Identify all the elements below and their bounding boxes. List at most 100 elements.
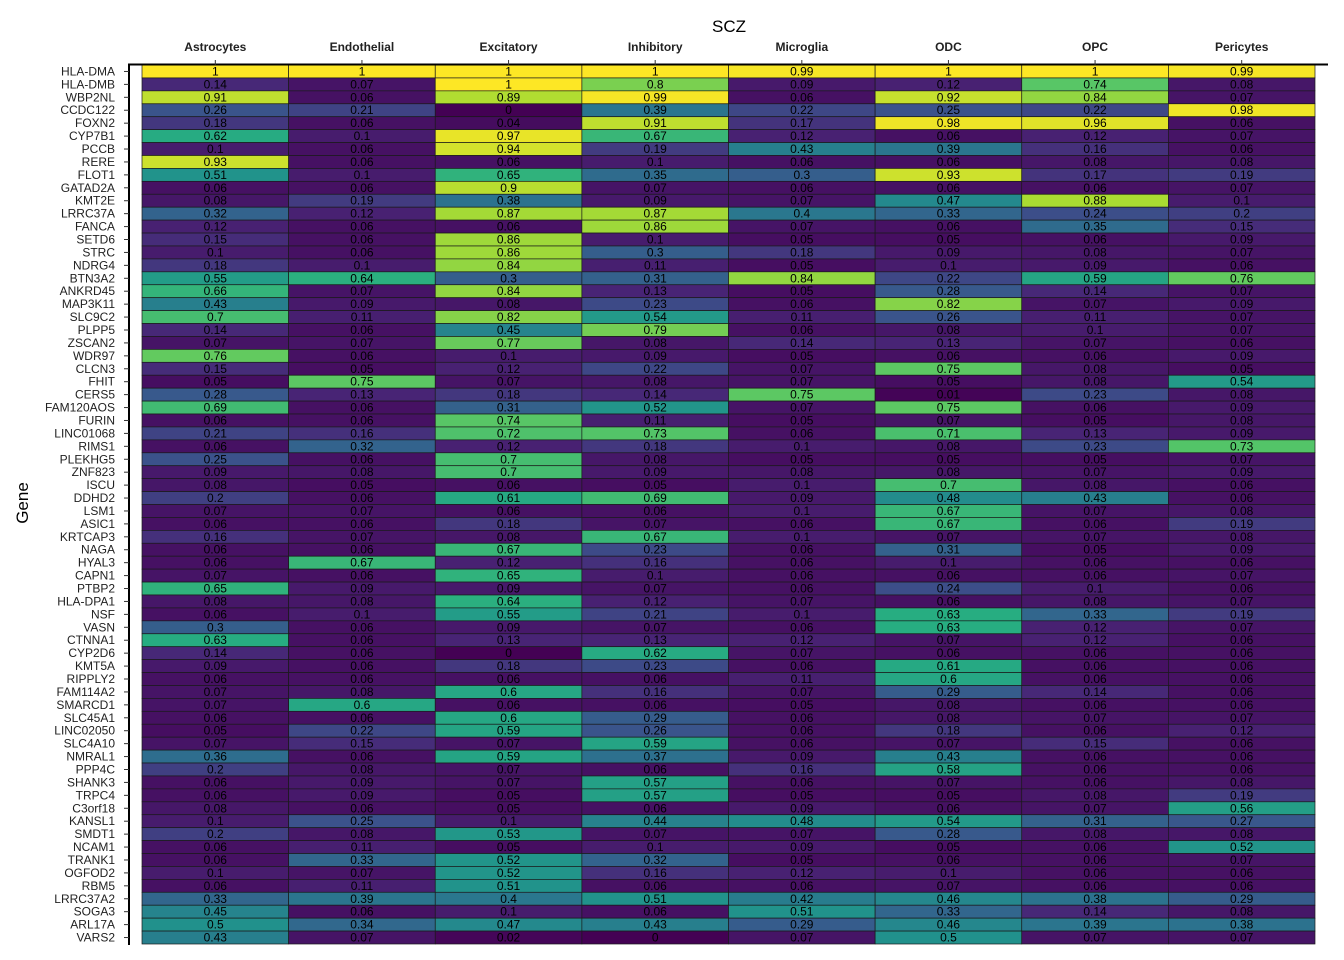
cell-value-label: 0.3 xyxy=(207,620,224,634)
cell-value-label: 0.07 xyxy=(937,530,961,544)
cell-value-label: 0.13 xyxy=(497,633,521,647)
cell-value-label: 0.57 xyxy=(644,788,668,802)
cell-value-label: 0.51 xyxy=(790,905,814,919)
cell-value-label: 0.06 xyxy=(350,413,374,427)
column-label: Microglia xyxy=(775,40,828,54)
cell-value-label: 0.06 xyxy=(1230,762,1254,776)
cell-value-label: 0.07 xyxy=(1230,181,1254,195)
cell-value-label: 0.73 xyxy=(644,426,668,440)
cell-value-label: 0.1 xyxy=(940,866,957,880)
cell-value-label: 0.22 xyxy=(937,271,961,285)
cell-value-label: 0.09 xyxy=(497,620,521,634)
cell-value-label: 0.6 xyxy=(940,672,957,686)
cell-value-label: 0.18 xyxy=(937,724,961,738)
cell-value-label: 0.62 xyxy=(204,129,228,143)
row-label: RBM5 xyxy=(82,879,116,893)
cell-value-label: 0.43 xyxy=(204,931,228,945)
cell-value-label: 0.06 xyxy=(204,607,228,621)
cell-value-label: 0.07 xyxy=(1230,245,1254,259)
cell-value-label: 0.06 xyxy=(1083,724,1107,738)
cell-value-label: 0.43 xyxy=(1083,491,1107,505)
row-label: CAPN1 xyxy=(75,569,115,583)
cell-value-label: 0.06 xyxy=(1083,775,1107,789)
cell-value-label: 0.99 xyxy=(1230,64,1254,78)
cell-value-label: 0.09 xyxy=(790,77,814,91)
cell-value-label: 0.9 xyxy=(500,181,517,195)
cell-value-label: 0.3 xyxy=(500,271,517,285)
cell-value-label: 0.05 xyxy=(790,452,814,466)
row-label: ARL17A xyxy=(70,918,115,932)
cell-value-label: 0.14 xyxy=(204,323,228,337)
cell-value-label: 0.06 xyxy=(937,220,961,234)
cell-value-label: 0.18 xyxy=(204,258,228,272)
cell-value-label: 0.75 xyxy=(937,401,961,415)
cell-value-label: 0.19 xyxy=(1230,517,1254,531)
cell-value-label: 0.76 xyxy=(204,349,228,363)
cell-value-label: 0.06 xyxy=(204,672,228,686)
cell-value-label: 0.18 xyxy=(497,517,521,531)
cell-value-label: 0.06 xyxy=(1230,556,1254,570)
cell-value-label: 0.46 xyxy=(937,918,961,932)
cell-value-label: 0.31 xyxy=(497,401,521,415)
cell-value-label: 0.06 xyxy=(350,233,374,247)
cell-value-label: 0.07 xyxy=(204,698,228,712)
cell-value-label: 0.67 xyxy=(937,517,961,531)
cell-value-label: 0.59 xyxy=(497,724,521,738)
cell-value-label: 0.35 xyxy=(644,168,668,182)
cell-value-label: 0.1 xyxy=(940,556,957,570)
cell-value-label: 0.37 xyxy=(644,750,668,764)
row-label: NMRAL1 xyxy=(66,750,115,764)
row-label: ZSCAN2 xyxy=(68,336,116,350)
cell-value-label: 0.6 xyxy=(354,698,371,712)
row-label: TRPC4 xyxy=(76,788,116,802)
cell-value-label: 0.76 xyxy=(1230,271,1254,285)
cell-value-label: 0.08 xyxy=(1230,530,1254,544)
cell-value-label: 0.06 xyxy=(1083,762,1107,776)
cell-value-label: 0.07 xyxy=(1230,284,1254,298)
cell-value-label: 0.91 xyxy=(204,90,228,104)
cell-value-label: 0.07 xyxy=(644,620,668,634)
cell-value-label: 0.16 xyxy=(350,426,374,440)
cell-value-label: 0.11 xyxy=(791,310,814,324)
cell-value-label: 0.07 xyxy=(1083,711,1107,725)
cell-value-label: 0.36 xyxy=(204,750,228,764)
row-label: PCCB xyxy=(82,142,115,156)
row-label: ANKRD45 xyxy=(60,284,116,298)
cell-value-label: 0.12 xyxy=(497,556,521,570)
cell-value-label: 0.88 xyxy=(1083,194,1107,208)
cell-value-label: 0.07 xyxy=(1230,931,1254,945)
cell-value-label: 0.56 xyxy=(1230,801,1254,815)
row-label: ASIC1 xyxy=(80,517,115,531)
cell-value-label: 0.06 xyxy=(790,879,814,893)
cell-value-label: 0.07 xyxy=(1083,504,1107,518)
cell-value-label: 0.09 xyxy=(644,194,668,208)
cell-value-label: 0.84 xyxy=(497,258,521,272)
cell-value-label: 0.08 xyxy=(1230,77,1254,91)
row-label: LSM1 xyxy=(84,504,116,518)
cell-value-label: 0.07 xyxy=(1083,530,1107,544)
row-label: KMT2E xyxy=(75,194,115,208)
cell-value-label: 0.26 xyxy=(204,103,228,117)
cell-value-label: 1 xyxy=(359,64,366,78)
cell-value-label: 0.08 xyxy=(204,801,228,815)
cell-value-label: 0.7 xyxy=(940,478,957,492)
cell-value-label: 0.07 xyxy=(350,77,374,91)
cell-value-label: 0.06 xyxy=(1230,336,1254,350)
cell-value-label: 0.06 xyxy=(790,775,814,789)
cell-value-label: 0.07 xyxy=(497,775,521,789)
cell-value-label: 0.07 xyxy=(644,582,668,596)
column-label: Astrocytes xyxy=(184,40,246,54)
cell-value-label: 0.15 xyxy=(204,233,228,247)
cell-value-label: 0.06 xyxy=(790,90,814,104)
cell-value-label: 0.08 xyxy=(1083,362,1107,376)
cell-value-label: 0.09 xyxy=(1230,426,1254,440)
cell-value-label: 0.18 xyxy=(204,116,228,130)
cell-value-label: 0.82 xyxy=(937,297,961,311)
cell-value-label: 0.38 xyxy=(1083,892,1107,906)
cell-value-label: 0.16 xyxy=(644,556,668,570)
cell-value-label: 0.31 xyxy=(1083,814,1107,828)
cell-value-label: 0.08 xyxy=(497,297,521,311)
cell-value-label: 0.09 xyxy=(350,775,374,789)
column-label: Excitatory xyxy=(480,40,538,54)
cell-value-label: 0.06 xyxy=(937,181,961,195)
